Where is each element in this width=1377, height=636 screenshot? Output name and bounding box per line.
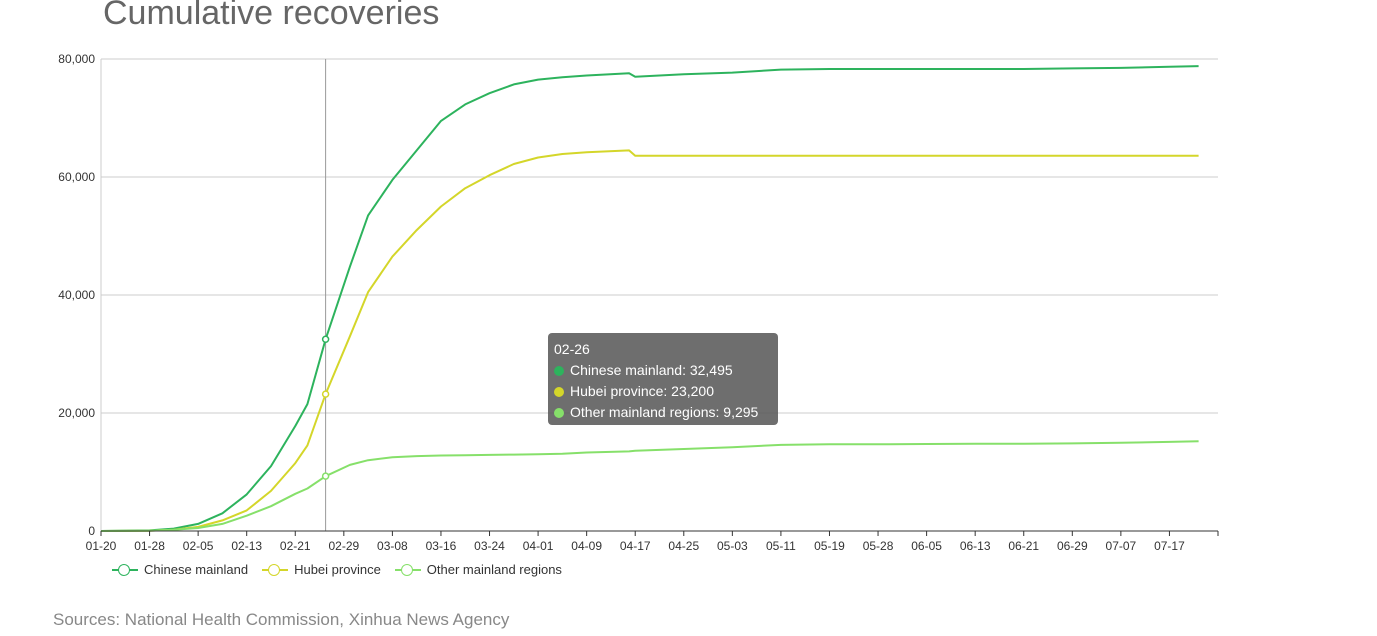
- x-tick-label: 02-21: [280, 539, 311, 553]
- x-tick-label: 06-21: [1008, 539, 1039, 553]
- series-dot-icon: [554, 365, 564, 376]
- legend-label: Hubei province: [294, 562, 381, 577]
- tooltip-row-label: Other mainland regions: 9,295: [570, 404, 759, 420]
- legend-label: Chinese mainland: [144, 562, 249, 577]
- x-tick-label: 05-03: [717, 539, 748, 553]
- tooltip-row-label: Hubei province: 23,200: [570, 383, 714, 399]
- x-tick-label: 07-17: [1154, 539, 1185, 553]
- legend-item-chinese-mainland[interactable]: Chinese mainland: [112, 562, 248, 577]
- series-line-hubei[interactable]: [100, 149, 1199, 532]
- tooltip-row-label: Chinese mainland: 32,495: [570, 362, 733, 378]
- series-dot-icon: [554, 386, 564, 397]
- legend-line-icon: [394, 563, 421, 576]
- highlight-point: [321, 390, 330, 398]
- y-tick-label: 0: [88, 524, 95, 538]
- x-tick-label: 03-24: [474, 539, 505, 553]
- x-tick-label: 04-09: [571, 539, 602, 553]
- x-tick-label: 04-25: [668, 539, 699, 553]
- x-tick-label: 05-19: [814, 539, 845, 553]
- y-tick-label: 80,000: [58, 52, 95, 66]
- x-tick-label: 06-05: [911, 539, 942, 553]
- source-note: Sources: National Health Commission, Xin…: [53, 610, 510, 629]
- y-tick-label: 20,000: [58, 406, 95, 420]
- tooltip-row-chinese-mainland: Chinese mainland: 32,495: [554, 360, 772, 381]
- series-dot-icon: [554, 407, 564, 418]
- tooltip-row-other-mainland-regions: Other mainland regions: 9,295: [554, 402, 772, 423]
- chart-legend: Chinese mainland Hubei province Other ma…: [112, 562, 576, 577]
- legend-label: Other mainland regions: [426, 562, 562, 577]
- legend-line-icon: [112, 563, 138, 576]
- legend-line-icon: [262, 563, 289, 576]
- series-line-chinese-mainland[interactable]: [100, 65, 1199, 532]
- chart-title: Cumulative recoveries: [103, 0, 440, 32]
- legend-item-hubei-province[interactable]: Hubei province: [262, 562, 381, 577]
- x-tick-label: 06-13: [960, 539, 991, 553]
- series-line-other[interactable]: [100, 440, 1199, 532]
- line-chart[interactable]: 0 20,000 40,000 60,000 80,000 01-20 01-28 02-05…: [0, 0, 1377, 600]
- legend-item-other-mainland-regions[interactable]: Other mainland regions: [394, 562, 562, 577]
- highlight-point: [321, 472, 330, 480]
- tooltip-row-hubei-province: Hubei province: 23,200: [554, 381, 772, 402]
- x-tick-label: 05-11: [766, 539, 796, 553]
- x-tick-label: 06-29: [1057, 539, 1088, 553]
- tooltip-date: 02-26: [554, 341, 590, 357]
- x-tick-label: 02-29: [328, 539, 359, 553]
- x-tick-label: 04-01: [523, 539, 554, 553]
- x-tick-label: 03-16: [426, 539, 457, 553]
- x-tick-label: 03-08: [377, 539, 408, 553]
- x-tick-label: 04-17: [620, 539, 651, 553]
- x-tick-label: 02-13: [231, 539, 262, 553]
- x-tick-label: 02-05: [183, 539, 214, 553]
- y-tick-label: 60,000: [58, 170, 95, 184]
- x-tick-label: 01-20: [86, 539, 117, 553]
- y-tick-label: 40,000: [58, 288, 95, 302]
- x-tick-label: 07-07: [1106, 539, 1137, 553]
- chart-tooltip: 02-26 Chinese mainland: 32,495 Hubei pro…: [548, 333, 778, 425]
- x-tick-label: 05-28: [863, 539, 894, 553]
- highlight-point: [321, 335, 330, 344]
- x-tick-label: 01-28: [134, 539, 165, 553]
